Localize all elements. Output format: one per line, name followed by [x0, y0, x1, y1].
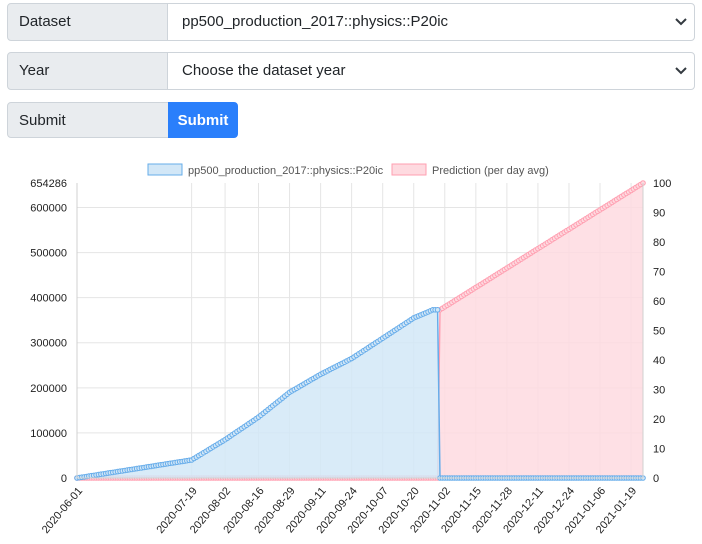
y-left-tick-label: 500000: [30, 248, 67, 260]
submit-button[interactable]: Submit: [168, 102, 238, 138]
legend-swatch-prediction: [391, 163, 427, 176]
chevron-down-icon: [675, 18, 687, 26]
y-right-tick-label: 50: [653, 326, 665, 338]
series-dataset-area: [77, 309, 643, 478]
dataset-row: Dataset pp500_production_2017::physics::…: [7, 3, 695, 41]
y-right-tick-label: 60: [653, 296, 665, 308]
chevron-down-icon: [675, 67, 687, 75]
dataset-select-value: pp500_production_2017::physics::P20ic: [182, 13, 449, 30]
y-left-tick-label: 400000: [30, 293, 67, 305]
series-dataset-point: [434, 307, 441, 313]
y-right-tick-label: 80: [653, 237, 665, 249]
y-left-tick-label: 654286: [30, 178, 67, 190]
year-label: Year: [7, 52, 168, 90]
production-chart: 0 100000 200000 300000 400000 500000 600000 654…: [30, 163, 671, 536]
year-row: Year Choose the dataset year: [7, 52, 695, 90]
y-left-tick-label: 600000: [30, 202, 67, 214]
year-select[interactable]: Choose the dataset year: [167, 52, 695, 90]
dataset-label: Dataset: [7, 3, 168, 41]
y-right-tick-label: 20: [653, 414, 665, 426]
y-right-tick-label: 30: [653, 385, 665, 397]
legend-swatch-dataset: [147, 163, 183, 176]
legend-label-dataset: pp500_production_2017::physics::P20ic: [188, 165, 384, 177]
dataset-select[interactable]: pp500_production_2017::physics::P20ic: [167, 3, 695, 41]
y-left-tick-label: 200000: [30, 383, 67, 395]
y-right-tick-label: 10: [653, 444, 665, 456]
y-right-tick-label: 70: [653, 267, 665, 279]
legend-label-prediction: Prediction (per day avg): [432, 165, 549, 177]
y-left-tick-label: 100000: [30, 428, 67, 440]
y-right-tick-label: 0: [653, 473, 659, 485]
year-select-value: Choose the dataset year: [182, 62, 346, 79]
y-right-tick-label: 100: [653, 178, 671, 190]
x-tick-label: 2020-06-01: [40, 485, 85, 536]
submit-row: Submit Submit: [7, 102, 239, 138]
series-prediction-area: [77, 183, 643, 478]
y-right-tick-label: 40: [653, 355, 665, 367]
submit-label: Submit: [7, 102, 169, 138]
y-right-tick-label: 90: [653, 208, 665, 220]
y-left-tick-label: 300000: [30, 338, 67, 350]
y-left-tick-label: 0: [61, 473, 67, 485]
